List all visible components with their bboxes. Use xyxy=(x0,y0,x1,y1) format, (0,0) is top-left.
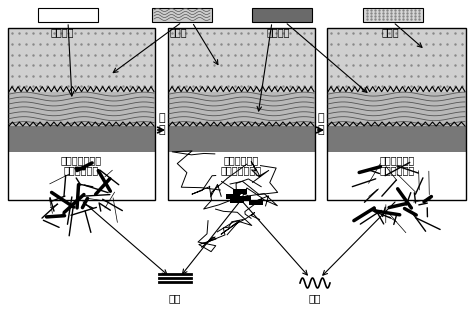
Bar xyxy=(233,189,247,194)
Text: 软段: 软段 xyxy=(309,293,321,303)
Text: 首次安装未加热: 首次安装未加热 xyxy=(61,155,101,165)
Text: 硬段: 硬段 xyxy=(169,293,181,303)
Text: 散热器: 散热器 xyxy=(381,27,399,37)
Text: 却: 却 xyxy=(318,125,324,135)
Bar xyxy=(168,92,315,126)
Bar xyxy=(8,92,155,126)
Text: 热界面: 热界面 xyxy=(169,27,187,37)
Bar xyxy=(38,8,98,22)
Bar xyxy=(8,28,155,200)
Bar xyxy=(327,152,466,200)
Bar xyxy=(327,28,466,92)
Text: 加: 加 xyxy=(158,113,165,123)
Bar xyxy=(327,28,466,200)
Bar xyxy=(168,126,315,152)
Bar xyxy=(252,8,312,22)
Text: 冷: 冷 xyxy=(318,113,324,123)
Bar xyxy=(168,28,315,200)
Bar xyxy=(249,201,263,205)
Bar xyxy=(226,194,240,199)
Text: 高于相变温度: 高于相变温度 xyxy=(223,155,259,165)
Text: 空气孔隙: 空气孔隙 xyxy=(50,27,74,37)
Bar xyxy=(237,196,251,201)
Bar xyxy=(168,152,315,200)
Bar xyxy=(8,28,155,92)
Bar xyxy=(168,28,315,92)
Bar xyxy=(8,126,155,152)
Text: 软硬段都结晶: 软硬段都结晶 xyxy=(64,165,99,175)
Bar xyxy=(152,8,212,22)
Bar xyxy=(230,198,244,203)
Text: 热: 热 xyxy=(158,125,165,135)
Text: 界面结合紧密: 界面结合紧密 xyxy=(379,155,415,165)
Bar xyxy=(8,152,155,200)
Text: 软段重新结晶: 软段重新结晶 xyxy=(379,165,415,175)
Bar xyxy=(327,126,466,152)
Bar xyxy=(327,92,466,126)
Text: 软段融化无定形: 软段融化无定形 xyxy=(220,165,262,175)
Text: 发热器件: 发热器件 xyxy=(266,27,290,37)
Bar xyxy=(363,8,423,22)
